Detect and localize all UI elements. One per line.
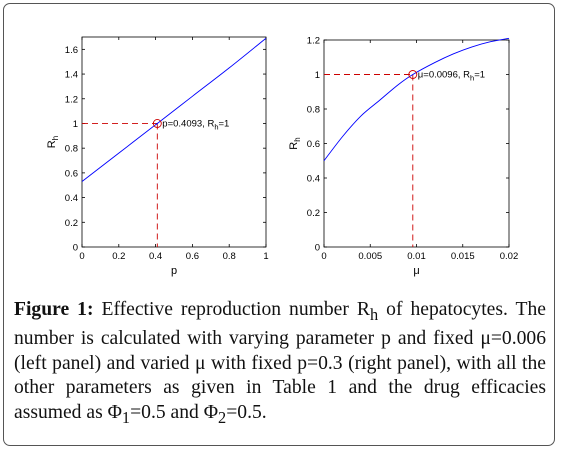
- right-x-axis-label: μ: [413, 265, 419, 277]
- figure-plots: 0 0.2 0.4 0.6 0.8 1 0 0.2 0.4 0.6 0.8 1 1.2 1.4 1.6 p Rh…: [46, 36, 518, 278]
- left-y-tick-label: 1.6: [65, 45, 78, 56]
- caption-sub-a: h: [369, 304, 379, 324]
- left-x-tick-label: 0.4: [149, 251, 162, 262]
- right-y-tick-label: 0.2: [307, 208, 320, 219]
- left-y-tick-label: 0.4: [65, 193, 78, 204]
- right-panel: 0 0.005 0.01 0.015 0.02 0 0.2 0.4 0.6 0.8 1 1.2 μ Rh μ…: [288, 36, 518, 278]
- right-series-line: [323, 37, 510, 162]
- left-x-tick-label: 0: [79, 251, 84, 262]
- left-y-tick-label: 1.4: [65, 70, 78, 81]
- right-x-tick-label: 0: [321, 251, 326, 262]
- left-x-axis-label: p: [171, 265, 177, 277]
- left-y-tick-label: 0.6: [65, 168, 78, 179]
- left-axes-box: [81, 36, 267, 248]
- left-y-axis-label-sub: h: [51, 136, 60, 140]
- caption-label: Figure 1:: [14, 299, 94, 320]
- left-x-tick-label: 0.6: [186, 251, 199, 262]
- right-y-axis-label-sub: h: [293, 137, 302, 141]
- caption-sub-b: 1: [121, 407, 131, 427]
- caption-sub-c: 2: [218, 407, 227, 427]
- right-x-tick-label: 0.02: [500, 251, 519, 262]
- right-x-tick-label: 0.015: [451, 251, 475, 262]
- left-annotation-sub: h: [214, 122, 218, 131]
- right-y-tick-label: 0.6: [307, 139, 320, 150]
- left-series-line: [81, 37, 267, 182]
- left-y-axis-label: Rh: [46, 136, 60, 148]
- right-annotation-sub: h: [470, 74, 474, 83]
- right-annotation-tail: =1: [474, 70, 485, 81]
- right-y-axis-label: Rh: [288, 137, 302, 149]
- left-y-tick-label: 1: [73, 119, 78, 130]
- caption-text-d: =0.5.: [226, 401, 267, 423]
- left-x-tick-label: 1: [263, 251, 268, 262]
- right-y-tick-label: 0.4: [307, 174, 320, 185]
- right-y-tick-label: 1: [315, 70, 320, 81]
- left-annotation-tail: =1: [219, 118, 230, 129]
- right-y-tick-label: 1.2: [307, 36, 320, 47]
- caption-text-a: Effective reproduction number R: [93, 299, 370, 320]
- left-x-tick-label: 0.8: [223, 251, 236, 262]
- right-y-tick-label: 0: [315, 243, 320, 254]
- right-x-tick-label: 0.01: [407, 251, 426, 262]
- figure-frame: [3, 3, 555, 446]
- left-x-tick-label: 0.2: [112, 251, 125, 262]
- caption-text-b: of hepatocytes. The number is calculated…: [14, 299, 546, 423]
- caption-text-c: =0.5 and Φ: [130, 401, 219, 423]
- right-marker-circle: [408, 70, 418, 79]
- left-y-tick-label: 0.8: [65, 144, 78, 155]
- left-annotation: p=0.4093, Rh=1: [162, 118, 229, 131]
- figure-caption: Figure 1: Effective reproduction number …: [14, 298, 546, 430]
- left-y-tick-label: 0: [73, 243, 78, 254]
- left-y-tick-label: 1.2: [65, 94, 78, 105]
- left-y-tick-label: 0.2: [65, 218, 78, 229]
- right-x-tick-label: 0.005: [358, 251, 382, 262]
- right-annotation: μ=0.0096, Rh=1: [418, 70, 485, 83]
- left-panel: 0 0.2 0.4 0.6 0.8 1 0 0.2 0.4 0.6 0.8 1 1.2 1.4 1.6 p Rh…: [46, 36, 269, 277]
- left-marker-circle: [152, 119, 162, 128]
- right-y-tick-label: 0.8: [307, 105, 320, 116]
